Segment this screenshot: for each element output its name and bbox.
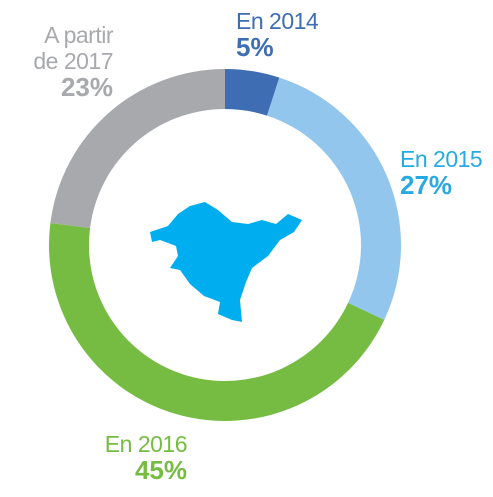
category-label: A partir de 2017 (33, 22, 113, 74)
slice (225, 69, 280, 116)
value-label: 45% (134, 455, 187, 485)
category-label: En 2015 (400, 146, 483, 172)
slices (48, 69, 401, 422)
slice-label: En 2015 27% (400, 146, 483, 200)
value-label: 23% (60, 72, 113, 102)
slice (50, 69, 225, 228)
slice (267, 77, 401, 320)
value-label: 27% (400, 170, 453, 200)
slice (48, 222, 385, 422)
slice-label: En 2014 5% (236, 8, 319, 62)
category-label: En 2016 (104, 431, 188, 457)
map-shape (150, 202, 302, 322)
category-label: En 2014 (236, 8, 319, 34)
value-label: 5% (236, 32, 274, 62)
slice-label: En 2016 45% (104, 431, 188, 485)
slice-label: A partir de 2017 23% (33, 22, 113, 100)
